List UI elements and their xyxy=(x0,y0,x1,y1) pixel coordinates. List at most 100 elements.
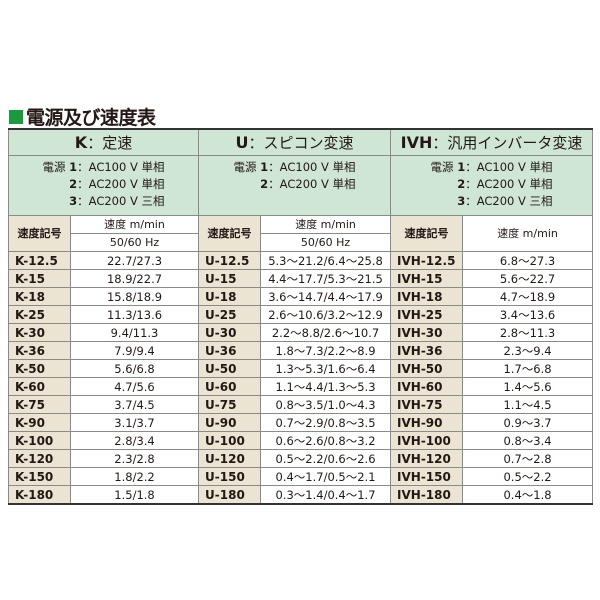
speed-value: 1.7〜6.8 xyxy=(462,359,594,378)
speed-value: 5.6〜22.7 xyxy=(462,269,594,288)
speed-code: U-50 xyxy=(198,359,262,378)
table-row: K-150 1.8/2.2 U-150 0.4〜1.7/0.5〜2.1 IVH-150 0… xyxy=(8,467,594,486)
power-option: 電源 2：AC200 V 単相 xyxy=(69,177,165,191)
speed-code: U-30 xyxy=(198,323,262,342)
speed-table: K：定速 U：スピコン変速 IVH：汎用インバータ変速 電源 1：AC100 V 単相… xyxy=(7,128,594,505)
speed-code: K-180 xyxy=(8,485,71,505)
speed-code: IVH-180 xyxy=(390,485,464,505)
speed-value: 4.7/5.6 xyxy=(69,377,200,396)
title-text: 電源及び速度表 xyxy=(26,107,156,129)
table-row: K-90 3.1/3.7 U-90 0.7〜2.9/0.8〜3.5 IVH-90 0.9〜… xyxy=(8,413,594,432)
speed-value: 1.8/2.2 xyxy=(69,467,200,486)
speed-value: 1.5/1.8 xyxy=(69,485,200,505)
table-row: K-180 1.5/1.8 U-180 0.3〜1.4/0.4〜1.7 IVH-180 0… xyxy=(8,485,594,505)
speed-code: U-100 xyxy=(198,431,262,450)
speed-code: K-12.5 xyxy=(8,251,71,270)
speed-value: 4.7〜18.9 xyxy=(462,287,594,306)
frequency-header: 50/60 Hz xyxy=(260,233,392,252)
speed-value: 0.9〜3.7 xyxy=(462,413,594,432)
table-row: K-12.5 22.7/27.3 U-12.5 5.3〜21.2/6.4〜25.8 IV… xyxy=(8,251,594,270)
speed-code: U-90 xyxy=(198,413,262,432)
speed-code: K-90 xyxy=(8,413,71,432)
section-header-u: U：スピコン変速 xyxy=(198,128,392,156)
speed-code: U-18 xyxy=(198,287,262,306)
power-option: 電源 2：AC200 V 単相 xyxy=(260,177,356,191)
power-option: 電源 3：AC200 V 三相 xyxy=(457,194,553,208)
speed-value: 22.7/27.3 xyxy=(69,251,200,270)
speed-code: IVH-50 xyxy=(390,359,464,378)
speed-code: U-180 xyxy=(198,485,262,505)
speed-value: 0.8〜3.5/1.0〜4.3 xyxy=(260,395,392,414)
speed-value: 1.1〜4.5 xyxy=(462,395,594,414)
speed-code: U-25 xyxy=(198,305,262,324)
speed-code-header: 速度記号 xyxy=(8,215,71,252)
speed-code: K-15 xyxy=(8,269,71,288)
speed-code: K-30 xyxy=(8,323,71,342)
table-row: K-18 15.8/18.9 U-18 3.6〜14.7/4.4〜17.9 IVH-18… xyxy=(8,287,594,306)
speed-code: K-150 xyxy=(8,467,71,486)
speed-value: 0.5〜2.2/0.6〜2.6 xyxy=(260,449,392,468)
speed-value: 1.3〜5.3/1.6〜6.4 xyxy=(260,359,392,378)
speed-value: 11.3/13.6 xyxy=(69,305,200,324)
speed-value: 9.4/11.3 xyxy=(69,323,200,342)
speed-value: 5.6/6.8 xyxy=(69,359,200,378)
speed-code: K-25 xyxy=(8,305,71,324)
table-row: K-30 9.4/11.3 U-30 2.2〜8.8/2.6〜10.7 IVH-30 2.… xyxy=(8,323,594,342)
speed-code: U-60 xyxy=(198,377,262,396)
speed-code: U-36 xyxy=(198,341,262,360)
speed-value: 1.1〜4.4/1.3〜5.3 xyxy=(260,377,392,396)
speed-value: 2.3/2.8 xyxy=(69,449,200,468)
speed-code: IVH-90 xyxy=(390,413,464,432)
speed-value: 2.2〜8.8/2.6〜10.7 xyxy=(260,323,392,342)
speed-code: IVH-12.5 xyxy=(390,251,464,270)
speed-value: 3.7/4.5 xyxy=(69,395,200,414)
speed-code: K-60 xyxy=(8,377,71,396)
speed-value: 2.3〜9.4 xyxy=(462,341,594,360)
table-row: K-100 2.8/3.4 U-100 0.6〜2.6/0.8〜3.2 IVH-100 0… xyxy=(8,431,594,450)
speed-value: 0.4〜1.7/0.5〜2.1 xyxy=(260,467,392,486)
speed-value: 3.1/3.7 xyxy=(69,413,200,432)
speed-value: 2.8/3.4 xyxy=(69,431,200,450)
speed-value: 5.3〜21.2/6.4〜25.8 xyxy=(260,251,392,270)
power-option: 電源 1：AC100 V 単相 xyxy=(430,160,553,174)
speed-code-header: 速度記号 xyxy=(390,215,464,252)
speed-code: K-18 xyxy=(8,287,71,306)
speed-value: 0.5〜2.2 xyxy=(462,467,594,486)
speed-code: IVH-100 xyxy=(390,431,464,450)
speed-code: U-150 xyxy=(198,467,262,486)
speed-code: IVH-120 xyxy=(390,449,464,468)
section-header-row: K：定速 U：スピコン変速 IVH：汎用インバータ変速 xyxy=(7,128,594,156)
frequency-header: 50/60 Hz xyxy=(69,233,200,252)
speed-value: 4.4〜17.7/5.3〜21.5 xyxy=(260,269,392,288)
speed-code: IVH-18 xyxy=(390,287,464,306)
speed-code: K-100 xyxy=(8,431,71,450)
speed-value: 6.8〜27.3 xyxy=(462,251,594,270)
speed-code: U-15 xyxy=(198,269,262,288)
speed-value: 3.4〜13.6 xyxy=(462,305,594,324)
speed-value: 0.3〜1.4/0.4〜1.7 xyxy=(260,485,392,505)
table-row: K-75 3.7/4.5 U-75 0.8〜3.5/1.0〜4.3 IVH-75 1.1〜… xyxy=(8,395,594,414)
speed-value: 15.8/18.9 xyxy=(69,287,200,306)
speed-value: 0.7〜2.9/0.8〜3.5 xyxy=(260,413,392,432)
speed-code: K-120 xyxy=(8,449,71,468)
power-option: 電源 1：AC100 V 単相 xyxy=(233,160,356,174)
speed-code: IVH-25 xyxy=(390,305,464,324)
section-header-ivh: IVH：汎用インバータ変速 xyxy=(390,128,594,156)
speed-value: 1.8〜7.3/2.2〜8.9 xyxy=(260,341,392,360)
speed-value: 2.8〜11.3 xyxy=(462,323,594,342)
table-row: K-15 18.9/22.7 U-15 4.4〜17.7/5.3〜21.5 IVH-15… xyxy=(8,269,594,288)
power-option: 電源 1：AC100 V 単相 xyxy=(42,160,165,174)
speed-code: U-75 xyxy=(198,395,262,414)
speed-value: 2.6〜10.6/3.2〜12.9 xyxy=(260,305,392,324)
speed-code: IVH-60 xyxy=(390,377,464,396)
square-bullet-icon xyxy=(9,109,23,124)
table-row: K-36 7.9/9.4 U-36 1.8〜7.3/2.2〜8.9 IVH-36 2.3〜… xyxy=(8,341,594,360)
speed-value: 0.6〜2.6/0.8〜3.2 xyxy=(260,431,392,450)
speed-value: 18.9/22.7 xyxy=(69,269,200,288)
speed-value: 0.7〜2.8 xyxy=(462,449,594,468)
table-row: K-25 11.3/13.6 U-25 2.6〜10.6/3.2〜12.9 IVH-25… xyxy=(8,305,594,324)
